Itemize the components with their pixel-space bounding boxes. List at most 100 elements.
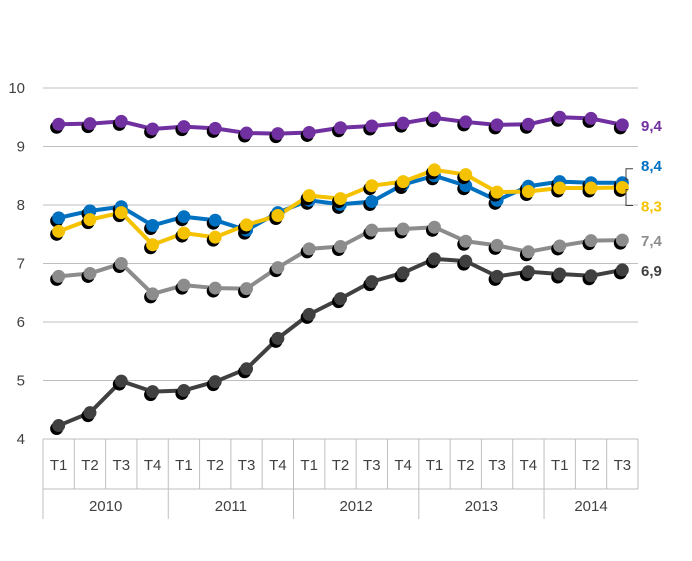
- end-label-lightgray: 7,4: [641, 233, 663, 250]
- label-connector: [625, 168, 633, 181]
- data-point-purple: [521, 117, 535, 131]
- end-label-darkgray: 6,9: [641, 263, 662, 280]
- data-point-yellow: [334, 192, 347, 206]
- data-point-lightgray: [208, 281, 222, 295]
- y-tick-label: 6: [17, 314, 25, 331]
- data-point-purple: [365, 119, 379, 133]
- data-point-purple: [396, 116, 410, 130]
- data-point-darkgray: [52, 419, 66, 433]
- data-point-yellow: [584, 181, 598, 195]
- data-point-blue: [208, 213, 222, 227]
- data-point-purple: [427, 111, 441, 125]
- data-point-darkgray: [302, 307, 316, 321]
- x-tick-label: T4: [144, 457, 162, 474]
- data-point-darkgray: [584, 269, 598, 283]
- data-point-purple: [302, 125, 316, 139]
- y-tick-label: 5: [17, 373, 25, 390]
- y-tick-label: 8: [17, 197, 25, 214]
- data-point-darkgray: [427, 252, 441, 266]
- data-point-lightgray: [146, 287, 160, 301]
- data-point-lightgray: [427, 220, 441, 234]
- data-point-darkgray: [240, 362, 254, 376]
- series-group: [50, 110, 629, 436]
- x-tick-label: T2: [332, 457, 350, 474]
- data-point-lightgray: [83, 266, 97, 280]
- data-point-yellow: [427, 163, 441, 177]
- data-point-lightgray: [490, 238, 504, 252]
- data-point-lightgray: [52, 269, 66, 283]
- end-labels: 9,4 8,4 8,3 7,4 6,9: [625, 118, 663, 280]
- data-point-darkgray: [177, 383, 191, 397]
- y-tick-label: 7: [17, 256, 25, 273]
- x-tick-label: T1: [50, 457, 68, 474]
- data-point-purple: [553, 110, 567, 124]
- data-point-blue: [365, 194, 379, 208]
- data-point-darkgray: [83, 406, 97, 420]
- end-label-purple: 9,4: [641, 118, 663, 135]
- label-connector: [625, 188, 633, 206]
- data-point-lightgray: [302, 242, 316, 256]
- x-tick-label: T2: [81, 457, 99, 474]
- year-label: 2012: [339, 498, 372, 515]
- x-tick-label: T2: [457, 457, 475, 474]
- data-point-lightgray: [584, 234, 598, 248]
- data-point-yellow: [459, 168, 473, 182]
- data-point-yellow: [146, 238, 160, 252]
- data-point-yellow: [302, 189, 316, 203]
- data-point-purple: [584, 111, 598, 125]
- data-point-darkgray: [490, 269, 504, 283]
- data-point-lightgray: [521, 245, 535, 259]
- data-point-yellow: [396, 175, 410, 189]
- data-point-yellow: [490, 185, 504, 199]
- data-point-purple: [459, 115, 473, 129]
- data-point-blue: [146, 218, 160, 232]
- x-tick-label: T1: [426, 457, 444, 474]
- data-point-darkgray: [365, 275, 379, 289]
- data-point-yellow: [365, 179, 379, 193]
- data-point-purple: [114, 114, 128, 128]
- data-point-darkgray: [459, 254, 473, 268]
- x-tick-label: T1: [175, 457, 193, 474]
- data-point-darkgray: [208, 375, 222, 389]
- data-point-yellow: [271, 209, 285, 223]
- data-point-yellow: [615, 180, 629, 194]
- data-point-purple: [615, 118, 629, 132]
- data-point-darkgray: [271, 331, 285, 345]
- x-tick-label: T4: [269, 457, 287, 474]
- data-point-yellow: [114, 206, 128, 220]
- data-point-darkgray: [396, 266, 410, 280]
- data-point-lightgray: [615, 233, 629, 247]
- data-point-darkgray: [114, 374, 128, 388]
- year-label: 2013: [465, 498, 498, 515]
- year-label: 2014: [574, 498, 607, 515]
- data-point-darkgray: [334, 292, 347, 306]
- y-tick-label: 10: [8, 80, 25, 97]
- data-point-purple: [146, 122, 160, 136]
- data-point-lightgray: [114, 257, 128, 270]
- year-label: 2011: [215, 498, 247, 515]
- data-point-lightgray: [553, 239, 567, 253]
- data-point-lightgray: [177, 278, 191, 292]
- data-point-yellow: [177, 226, 191, 240]
- x-tick-label: T2: [206, 457, 224, 474]
- end-label-blue: 8,4: [641, 158, 663, 175]
- data-point-purple: [334, 121, 347, 135]
- data-point-darkgray: [146, 385, 160, 399]
- data-point-yellow: [553, 181, 567, 195]
- data-point-darkgray: [521, 265, 535, 279]
- data-point-lightgray: [365, 223, 379, 237]
- x-tick-label: T3: [113, 457, 131, 474]
- data-point-purple: [271, 127, 285, 141]
- year-label: 2010: [89, 498, 122, 515]
- data-point-yellow: [240, 218, 254, 232]
- data-point-yellow: [52, 224, 66, 238]
- data-point-darkgray: [553, 267, 567, 281]
- data-point-yellow: [208, 230, 222, 244]
- data-point-blue: [52, 211, 66, 225]
- x-tick-label: T3: [488, 457, 506, 474]
- data-point-purple: [52, 117, 66, 131]
- end-label-yellow: 8,3: [641, 198, 662, 215]
- x-tick-label: T3: [238, 457, 256, 474]
- data-point-lightgray: [396, 222, 410, 236]
